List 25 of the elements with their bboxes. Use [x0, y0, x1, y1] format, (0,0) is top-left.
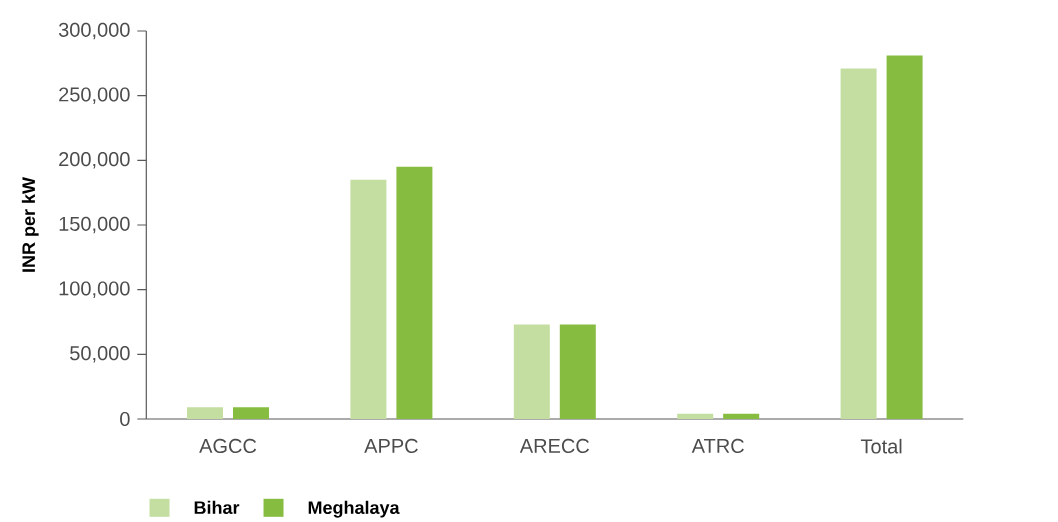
x-tick-label: AGCC	[199, 438, 257, 454]
bar	[677, 413, 714, 419]
y-tick-label: 300,000	[58, 22, 130, 40]
y-tick-label: 150,000	[59, 216, 130, 234]
bar	[350, 179, 387, 419]
bar	[886, 55, 923, 419]
x-tick-label: APPC	[364, 438, 418, 454]
legend-label: Meghalaya	[308, 500, 400, 518]
bar	[396, 166, 433, 419]
bar	[559, 324, 596, 419]
bar	[840, 68, 877, 419]
bar	[513, 324, 550, 419]
bar	[723, 413, 760, 419]
bar	[187, 407, 224, 419]
x-tick-label: Total	[860, 438, 902, 454]
x-tick-label: ARECC	[519, 438, 590, 454]
y-tick-label: 50,000	[70, 346, 130, 363]
y-axis-title: INR per kW	[21, 177, 39, 272]
bar	[233, 407, 270, 419]
y-tick-label: 250,000	[59, 87, 130, 104]
y-tick-label: 200,000	[59, 152, 130, 169]
x-tick-label: ATRC	[691, 438, 744, 454]
y-tick-label: 100,000	[59, 281, 130, 298]
legend-label: Bihar	[194, 500, 240, 514]
y-tick-label: 0	[120, 411, 130, 427]
